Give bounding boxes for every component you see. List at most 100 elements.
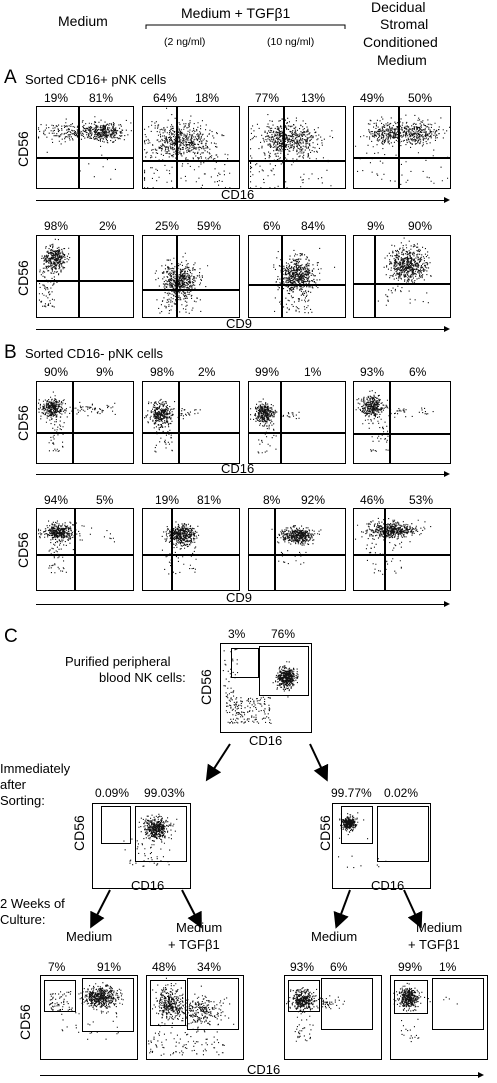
quadrant-line: [354, 554, 450, 556]
pct-a1-2-right: 18%: [195, 91, 220, 105]
pct-a1-2-left: 64%: [153, 91, 178, 105]
plot-a1-2: [142, 106, 240, 189]
a-cd9-row-y-label: CD56: [15, 260, 31, 296]
culture-medium-tgf-2-line2: + TGFβ1: [408, 937, 460, 952]
purified-label-line1: Purified peripheral: [65, 654, 171, 669]
pct-cul-1-left: 7%: [48, 960, 66, 974]
culture-medium-2: Medium: [311, 929, 358, 944]
scatter-points: [250, 114, 334, 188]
scatter-points: [144, 398, 201, 453]
quadrant-line: [143, 289, 239, 291]
a-cd16-x-label: CD16: [221, 187, 255, 202]
b-cd9-x-axis: [36, 601, 450, 607]
pct-cul-2-right: 34%: [197, 960, 222, 974]
scatter-points: [144, 107, 231, 188]
plot-a1-3: [248, 106, 346, 189]
plot-a2-4: [353, 235, 451, 318]
scatter-dots: [355, 114, 450, 185]
scatter-dots: [355, 517, 432, 575]
header-dsc-line4: Medium: [377, 52, 427, 68]
panel-a-title: Sorted CD16+ pNK cells: [25, 72, 167, 87]
scatter-dots: [38, 116, 132, 180]
scatter-dots: [161, 521, 200, 575]
pct-b1-3-right: 1%: [304, 365, 322, 379]
scatter-points: [222, 648, 299, 724]
quadrant-line: [37, 280, 133, 282]
panel-b-letter: B: [4, 342, 17, 363]
quadrant-line: [389, 382, 391, 463]
scatter-points: [148, 977, 235, 1056]
b-cd9-row-y-label: CD56: [15, 532, 31, 568]
pct-sort-right-1: 99.77%: [331, 786, 372, 800]
pct-b1-4-left: 93%: [360, 365, 385, 379]
b-cd16-row-y-label: CD56: [15, 405, 31, 441]
scatter-points: [38, 116, 132, 180]
gate-cd16-neg: [341, 806, 373, 844]
pct-a1-1-left: 19%: [44, 91, 69, 105]
plot-b2-1: [36, 508, 134, 591]
quadrant-line: [78, 107, 80, 188]
quadrant-line: [176, 107, 178, 188]
scatter-points: [38, 520, 115, 574]
quadrant-line: [143, 432, 239, 434]
panel-b-title: Sorted CD16- pNK cells: [25, 346, 163, 361]
sorting-label-line1: Immediately: [0, 761, 71, 776]
pct-a1-4-right: 50%: [408, 91, 433, 105]
quadrant-line: [283, 107, 285, 188]
b-cd16-x-axis: [36, 471, 450, 477]
scatter-dots: [273, 247, 336, 314]
scatter-points: [286, 987, 345, 1042]
pct-a2-1-left: 98%: [44, 219, 69, 233]
sort-right-y-label: CD56: [317, 815, 333, 851]
scatter-dots: [250, 398, 300, 454]
pct-purified-left: 3%: [228, 627, 246, 641]
scatter-points: [393, 982, 458, 1043]
header-dsc-line3: Conditioned: [363, 34, 438, 50]
plot-b1-2: [142, 381, 240, 464]
scatter-dots: [38, 238, 71, 308]
gate-cd16-neg: [288, 980, 320, 1012]
culture-label-line2: Culture:: [0, 912, 46, 927]
pct-cul-4-right: 1%: [439, 960, 457, 974]
culture-medium-1: Medium: [66, 929, 113, 944]
b-cd9-x-label: CD9: [226, 590, 253, 605]
scatter-dots: [144, 107, 231, 188]
culture-medium-tgf-2-line1: Medium: [416, 920, 463, 935]
quadrant-line: [384, 509, 386, 590]
pct-a1-1-right: 81%: [89, 91, 114, 105]
pct-a2-2-left: 25%: [155, 219, 180, 233]
a-cd9-x-axis: [36, 326, 450, 332]
scatter-dots: [271, 525, 322, 565]
pct-a2-4-right: 90%: [408, 219, 433, 233]
gate-cd16-neg: [44, 980, 76, 1012]
sorting-label-line3: Sorting:: [0, 793, 45, 808]
scatter-points: [355, 517, 432, 575]
pct-a2-1-right: 2%: [99, 219, 117, 233]
scatter-points: [355, 390, 434, 452]
plot-sort-right: [332, 803, 431, 889]
pct-sort-left-1: 0.09%: [95, 786, 130, 800]
scatter-dots: [377, 237, 432, 306]
quadrant-line: [249, 284, 345, 286]
gate-cd16-pos: [82, 978, 134, 1032]
sort-left-y-label: CD56: [71, 815, 87, 851]
purified-x-label: CD16: [249, 733, 283, 748]
scatter-points: [377, 237, 432, 306]
scatter-dots: [222, 648, 299, 724]
scatter-dots: [355, 390, 434, 452]
quadrant-line: [354, 283, 450, 285]
pct-b1-3-left: 99%: [255, 365, 280, 379]
culture-label-line1: 2 Weeks of: [0, 896, 65, 911]
culture-medium-tgf-1-line1: Medium: [176, 920, 223, 935]
quadrant-line: [280, 382, 282, 463]
culture-x-axis: [40, 1072, 484, 1078]
purified-label-line2: blood NK cells:: [99, 670, 186, 685]
scatter-points: [154, 252, 209, 314]
scatter-dots: [123, 813, 178, 867]
a-cd16-row-y-label: CD56: [15, 131, 31, 167]
pct-b2-2-right: 81%: [197, 493, 222, 507]
culture-y-label: CD56: [17, 1004, 33, 1040]
panel-a-letter: A: [4, 67, 17, 88]
pct-cul-2-left: 48%: [152, 960, 177, 974]
gate-cd16-pos: [321, 978, 373, 1030]
